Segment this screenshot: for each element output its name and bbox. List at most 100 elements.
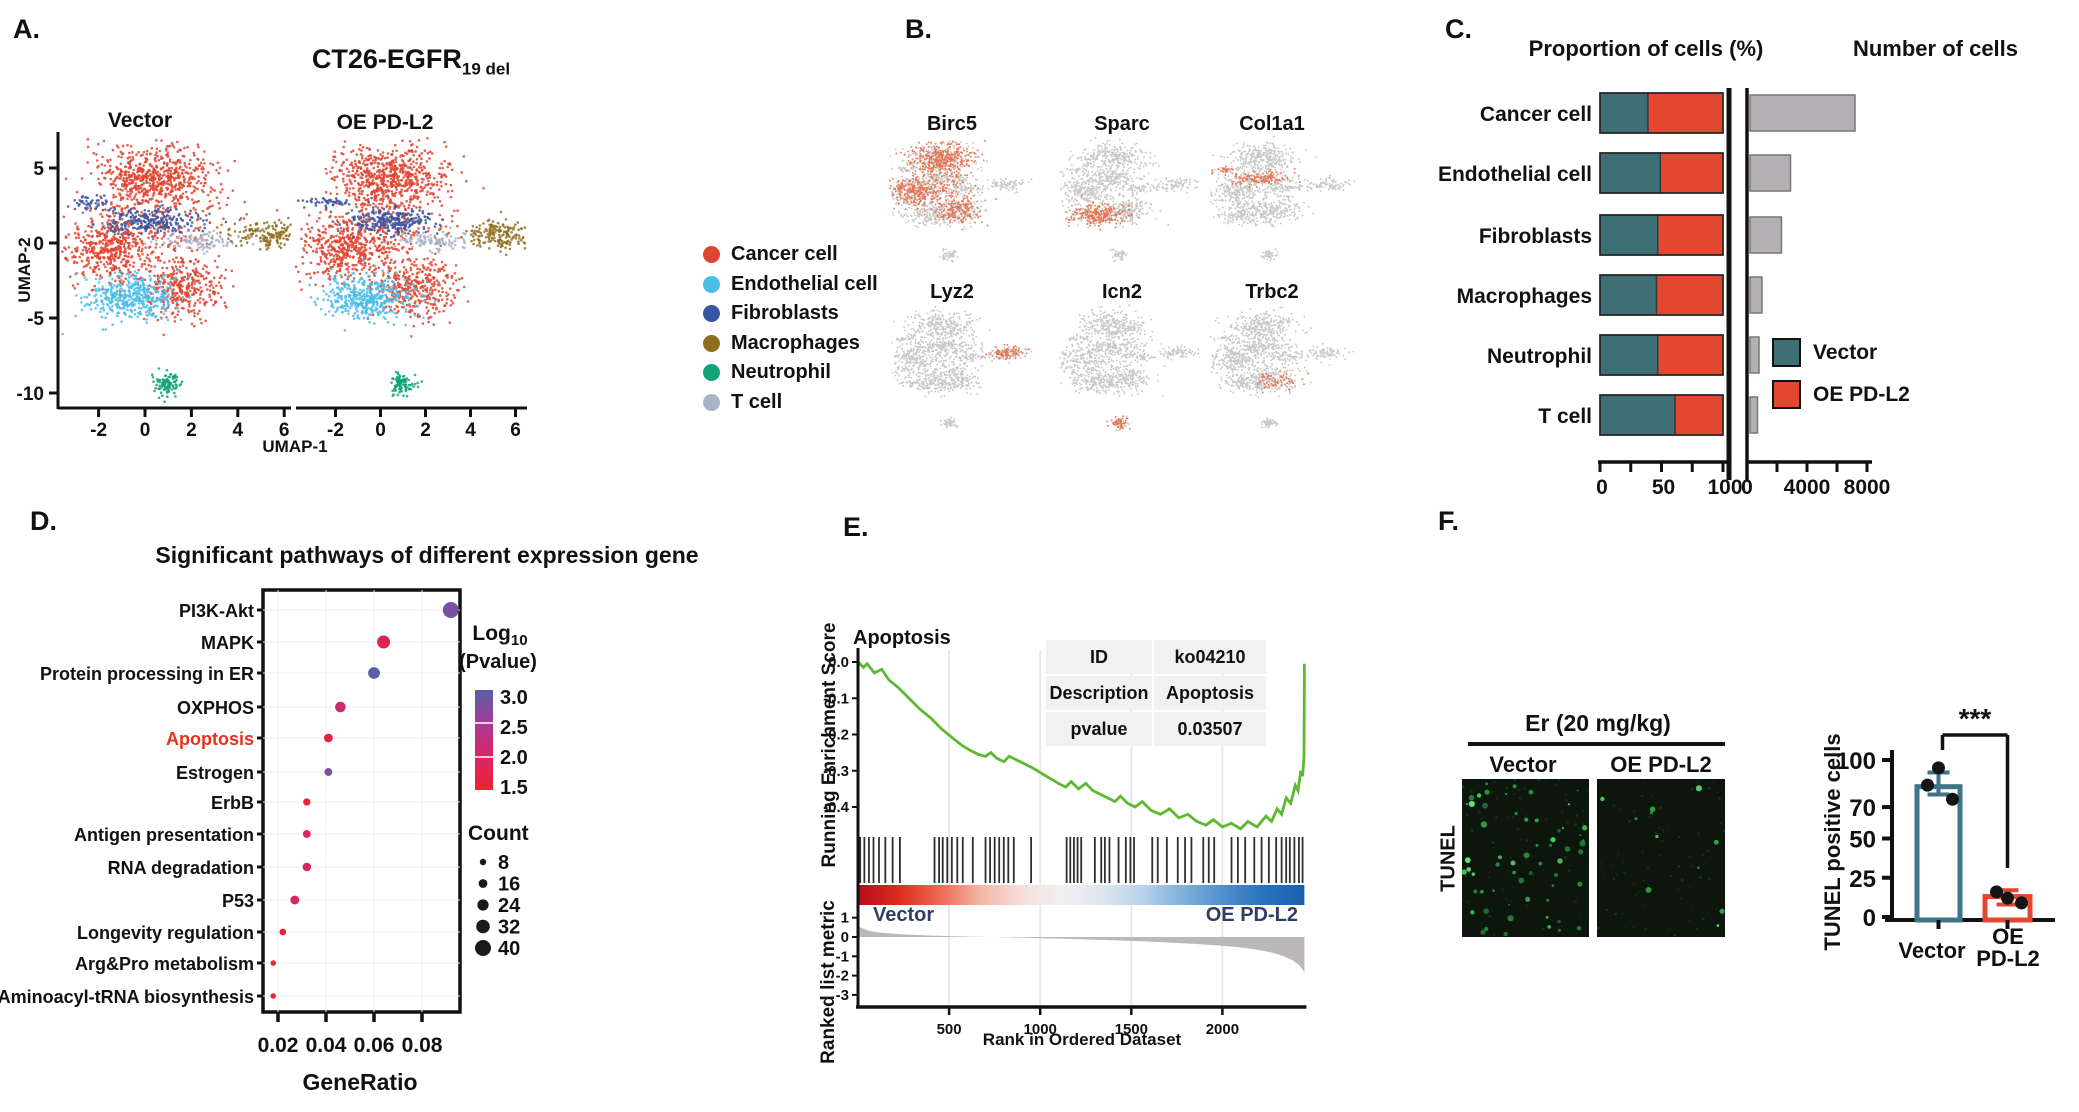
tick-label: 50 bbox=[1652, 476, 1675, 499]
tick-label: Icn2 bbox=[1102, 281, 1142, 303]
table-cell-key: Description bbox=[1046, 676, 1152, 710]
feature-plots: Birc5 Sparc Col1a1 Lyz2 Icn2 Trbc2 bbox=[889, 113, 1356, 432]
tick-label: (Pvalue) bbox=[459, 651, 537, 673]
gsea-ylabel-enrichment: Running Enrichment Score bbox=[819, 622, 840, 868]
tick-label: 4 bbox=[233, 420, 244, 441]
umap-subplot-title-oe-pdl2: OE PD-L2 bbox=[336, 111, 434, 134]
tick-label: 1500 bbox=[1115, 1021, 1148, 1038]
tick-label: GeneRatio bbox=[302, 1069, 417, 1095]
tunel-xlabel-oe-line1: OE bbox=[1992, 924, 2024, 949]
panel-d-label: D. bbox=[30, 506, 57, 536]
tunel-xlabel-vector: Vector bbox=[1898, 938, 1966, 963]
tick-label: Col1a1 bbox=[1239, 113, 1305, 135]
pathway-dot bbox=[290, 895, 300, 905]
pathway-dot bbox=[270, 960, 276, 966]
gsea-group-right: OE PD-L2 bbox=[1205, 904, 1298, 926]
oe-pdl2-swatch bbox=[1772, 380, 1801, 409]
tick-label: Count bbox=[468, 822, 529, 845]
table-cell-value: Apoptosis bbox=[1154, 676, 1266, 710]
panel-f-label: F. bbox=[1438, 506, 1460, 536]
legend-item: OE PD-L2 bbox=[1772, 380, 1910, 409]
pathway-chart-title: Significant pathways of different expres… bbox=[155, 542, 699, 568]
tick-label: 0.06 bbox=[354, 1034, 395, 1057]
tick-label: 100 bbox=[1836, 748, 1876, 775]
tick-label: 0.04 bbox=[306, 1034, 347, 1057]
tick-label: Arg&Pro metabolism bbox=[75, 954, 254, 974]
tick-label: ErbB bbox=[211, 793, 254, 813]
tick-label: Trbc2 bbox=[1245, 281, 1298, 303]
tunel-bar-chart: 100 70 50 25 0 *** bbox=[1836, 703, 2055, 932]
pathway-dot bbox=[302, 830, 311, 838]
pathway-dot bbox=[324, 768, 333, 776]
legend-item: Cancer cell bbox=[703, 240, 923, 270]
tick-label: Estrogen bbox=[176, 763, 254, 783]
image-col-label-oe-pdl2: OE PD-L2 bbox=[1610, 752, 1712, 777]
proportion-chart-title: Proportion of cells (%) bbox=[1528, 36, 1764, 61]
enrichment-curve bbox=[857, 661, 1306, 831]
pathway-dot bbox=[335, 701, 346, 713]
panel-b-label: B. bbox=[905, 14, 932, 44]
tick-label: 25 bbox=[1849, 866, 1876, 893]
tick-label: 0 bbox=[33, 234, 44, 255]
tick-label: 0 bbox=[375, 420, 386, 441]
tick-label: 0 bbox=[1863, 905, 1876, 932]
gsea-xlabel: Rank in Ordered Dataset bbox=[982, 1030, 1182, 1049]
table-cell-value: ko04210 bbox=[1154, 640, 1266, 674]
gsea-group-left: Vector bbox=[873, 904, 935, 926]
legend-label: Fibroblasts bbox=[731, 302, 839, 325]
tick-label: 2 bbox=[186, 420, 197, 441]
bar-vector bbox=[1914, 784, 1963, 923]
legend-label: Cancer cell bbox=[731, 243, 838, 266]
legend-item: Macrophages bbox=[703, 329, 923, 359]
data-point bbox=[1921, 778, 1934, 792]
tick-label: 5 bbox=[33, 159, 44, 180]
tick-label: 40 bbox=[498, 938, 520, 960]
panel-c-label: C. bbox=[1445, 14, 1472, 44]
feature-plot-Trbc2 bbox=[1209, 306, 1355, 429]
cell-type-legend: Cancer cell Endothelial cell Fibroblasts Ma… bbox=[703, 240, 923, 417]
tick-label: 0.0 bbox=[828, 654, 849, 671]
legend-dot-icon bbox=[703, 334, 720, 352]
legend-item: T cell bbox=[703, 388, 923, 418]
tick-label: Lyz2 bbox=[930, 281, 974, 303]
tick-label: -1 bbox=[836, 948, 849, 965]
gsea-ylabel-metric: Ranked list metric bbox=[818, 900, 839, 1064]
umap-points bbox=[61, 137, 527, 404]
tick-label: -0.3 bbox=[823, 763, 849, 780]
tunel-row-label: TUNEL bbox=[1437, 825, 1460, 892]
tick-label: Macrophages bbox=[1457, 285, 1592, 308]
data-point bbox=[2001, 891, 2014, 905]
tick-label: 8000 bbox=[1844, 476, 1891, 499]
tick-label: 0 bbox=[841, 929, 849, 946]
umap-title-main: CT26-EGFR bbox=[311, 44, 462, 74]
legend-label: Endothelial cell bbox=[731, 272, 878, 295]
tick-label: 0 bbox=[1596, 476, 1608, 499]
pathway-dot bbox=[324, 733, 333, 743]
tick-label: UMAP-2 bbox=[15, 237, 34, 302]
pathway-dot bbox=[377, 635, 391, 649]
tick-label: -2 bbox=[327, 420, 344, 441]
image-col-label-vector: Vector bbox=[1489, 752, 1557, 777]
tick-label: Apoptosis bbox=[166, 729, 254, 749]
tick-label: 32 bbox=[498, 917, 520, 939]
tick-label: MAPK bbox=[201, 633, 254, 653]
legend-dot-icon bbox=[703, 364, 720, 382]
tick-label: 6 bbox=[510, 420, 521, 441]
legend-label: OE PD-L2 bbox=[1813, 382, 1910, 406]
tick-label: -0.1 bbox=[823, 690, 849, 707]
pathway-dot bbox=[442, 602, 459, 618]
data-point bbox=[1932, 761, 1945, 775]
feature-plot-Sparc bbox=[1059, 136, 1199, 263]
gsea-plot: 0.0 -0.1 -0.2 -0.3 -0.4 1 0 -1 -2 -3 500 1000 1500 20… bbox=[823, 648, 1307, 1038]
tick-label: -0.2 bbox=[823, 727, 849, 744]
tick-label: 2 bbox=[420, 420, 431, 441]
tick-label: PI3K-Akt bbox=[179, 601, 254, 621]
tick-label: Log10 bbox=[472, 622, 527, 649]
tick-label: 0.08 bbox=[402, 1034, 443, 1057]
data-point bbox=[2015, 896, 2028, 910]
tick-label: -3 bbox=[836, 987, 849, 1004]
tick-label: 100 bbox=[1707, 476, 1742, 499]
tick-label: Endothelial cell bbox=[1438, 163, 1592, 186]
tick-label: 70 bbox=[1849, 795, 1876, 822]
feature-plot-Col1a1 bbox=[1209, 135, 1356, 262]
